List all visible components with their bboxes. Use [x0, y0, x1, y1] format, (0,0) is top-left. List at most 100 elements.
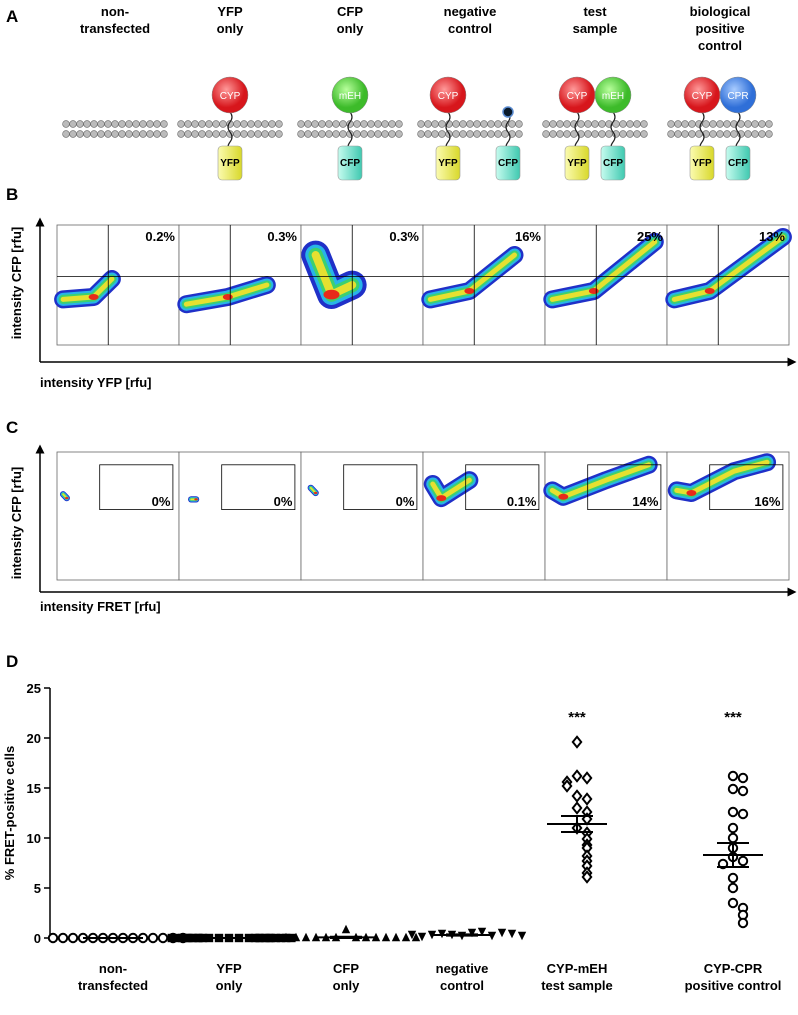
anchor	[735, 111, 741, 153]
lipid	[353, 120, 361, 128]
x-tick-label: only	[216, 978, 243, 993]
density-peak	[436, 495, 447, 502]
point	[266, 933, 275, 943]
point	[581, 771, 593, 785]
point	[147, 932, 159, 944]
anchor-dot	[502, 106, 514, 118]
lipid	[667, 120, 675, 128]
quadrant-percent: 16%	[515, 229, 541, 244]
density-peak	[194, 498, 198, 501]
column-title: positive	[695, 21, 744, 36]
gate-percent: 0%	[274, 494, 293, 509]
quadrant-percent: 25%	[637, 229, 663, 244]
lipid	[563, 120, 571, 128]
point	[737, 917, 749, 929]
lipid	[549, 130, 557, 138]
protein-label: CYP	[220, 91, 241, 102]
lipid	[184, 130, 192, 138]
anchor	[227, 111, 233, 153]
column-title: CFP	[337, 4, 363, 19]
lipid	[751, 130, 759, 138]
lipid	[619, 130, 627, 138]
lipid	[353, 130, 361, 138]
axis-label: % FRET-positive cells	[2, 746, 17, 880]
fluorophore-label: YFP	[567, 158, 587, 169]
lipid	[681, 120, 689, 128]
lipid	[438, 130, 446, 138]
protein-label: mEH	[602, 91, 624, 102]
lipid	[515, 130, 523, 138]
point	[183, 933, 192, 943]
point	[167, 933, 176, 943]
lipid	[254, 130, 262, 138]
lipid	[716, 130, 724, 138]
significance: ***	[724, 709, 742, 726]
point	[411, 932, 421, 942]
protein-label: CYP	[692, 91, 713, 102]
lipid	[339, 120, 347, 128]
gate	[709, 464, 784, 510]
point	[581, 792, 593, 806]
density-peak	[686, 489, 697, 496]
lipid	[723, 130, 731, 138]
point	[276, 933, 286, 943]
point	[727, 832, 739, 844]
anchor	[699, 111, 705, 153]
lipid	[381, 120, 389, 128]
point	[291, 932, 301, 942]
point	[57, 932, 69, 944]
quadrant-percent: 0.3%	[389, 229, 419, 244]
lipid	[494, 130, 502, 138]
lipid	[247, 130, 255, 138]
panel-label: A	[6, 7, 18, 26]
anchor	[574, 111, 580, 153]
lipid	[758, 120, 766, 128]
lipid	[153, 130, 161, 138]
point	[157, 932, 169, 944]
point	[561, 779, 573, 793]
density-peak	[313, 491, 318, 495]
lipid	[90, 130, 98, 138]
lipid	[90, 120, 98, 128]
x-tick-label: transfected	[78, 978, 148, 993]
protein	[719, 76, 757, 114]
lipid	[233, 130, 241, 138]
lipid	[205, 120, 213, 128]
point	[287, 933, 296, 943]
lipid	[268, 120, 276, 128]
point	[47, 932, 59, 944]
y-tick-label: 25	[27, 681, 41, 696]
point	[507, 929, 517, 939]
x-tick-label: negative	[436, 961, 489, 976]
lipid	[702, 120, 710, 128]
point	[188, 933, 197, 943]
lipid	[431, 130, 439, 138]
point	[737, 808, 749, 820]
lipid	[556, 120, 564, 128]
anchor	[505, 111, 511, 153]
density-peak	[222, 294, 233, 300]
point	[391, 932, 401, 942]
gate	[587, 464, 662, 510]
lipid	[332, 120, 340, 128]
panel-label: B	[6, 185, 18, 204]
point	[467, 928, 477, 938]
lipid	[311, 130, 319, 138]
protein-label: CPR	[727, 91, 748, 102]
lipid	[598, 130, 606, 138]
lipid	[388, 130, 396, 138]
point	[571, 735, 583, 749]
lipid	[240, 130, 248, 138]
lipid	[508, 120, 516, 128]
anchor	[445, 111, 451, 153]
lipid	[674, 130, 682, 138]
lipid	[247, 120, 255, 128]
anchor	[347, 111, 353, 153]
density-peak	[464, 288, 475, 294]
density-peak	[65, 497, 69, 500]
protein	[594, 76, 632, 114]
lipid	[452, 130, 460, 138]
plot-frame	[178, 451, 302, 581]
lipid	[563, 130, 571, 138]
